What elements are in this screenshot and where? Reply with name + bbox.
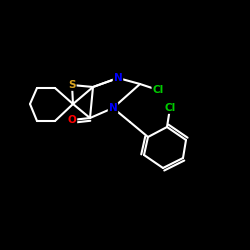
Text: Cl: Cl — [164, 103, 175, 113]
Text: N: N — [114, 73, 122, 83]
Text: S: S — [68, 80, 76, 90]
Text: N: N — [108, 103, 118, 113]
Text: O: O — [68, 115, 76, 125]
Text: Cl: Cl — [152, 85, 164, 95]
